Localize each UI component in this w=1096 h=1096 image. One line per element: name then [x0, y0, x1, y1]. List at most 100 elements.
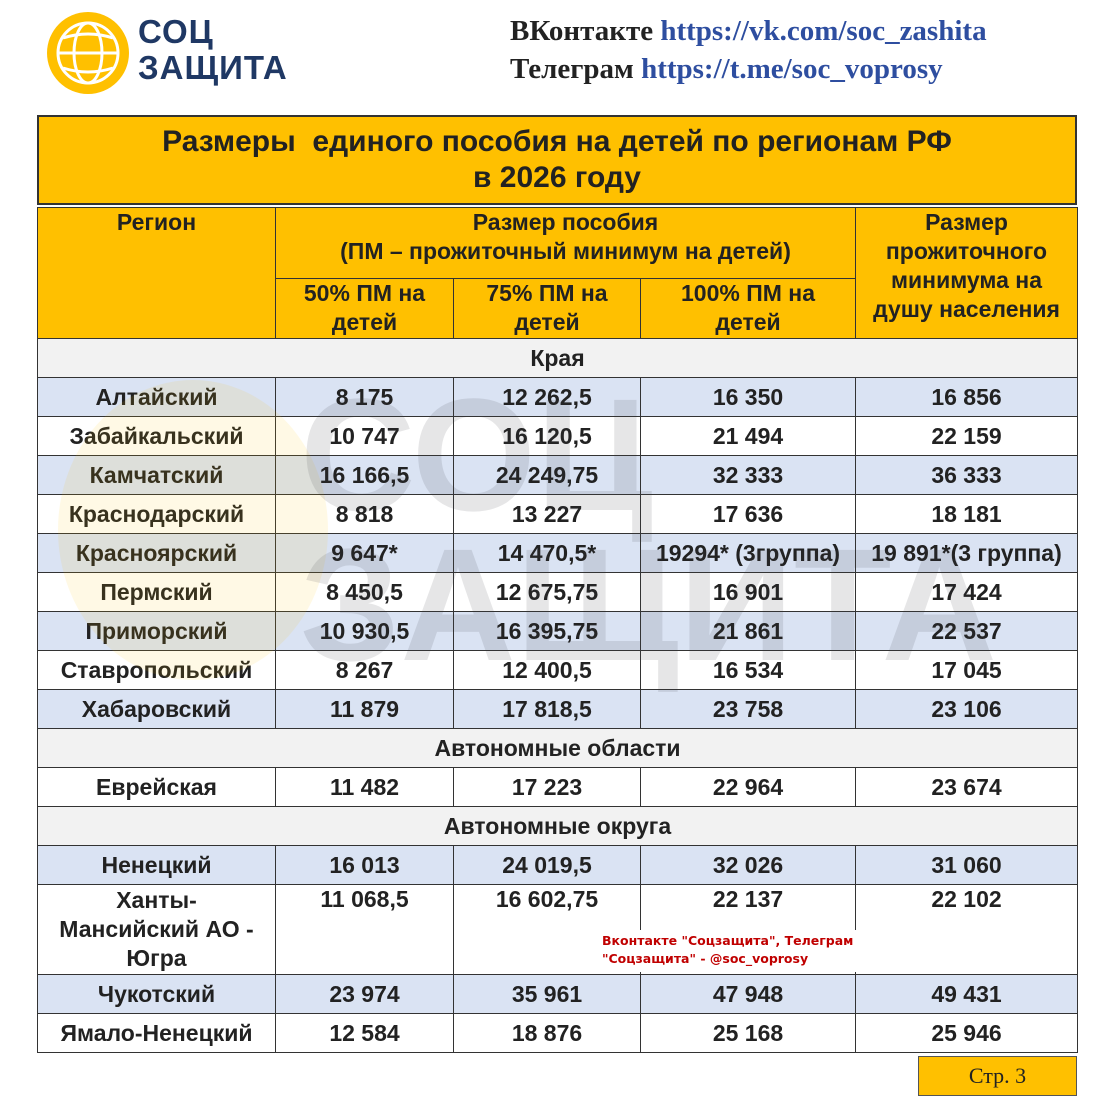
value-cell: 25 168 [639, 1013, 857, 1053]
region-cell: Алтайский [37, 377, 276, 417]
data-row: Краснодарский 8 818 13 227 17 636 18 181 [37, 494, 1079, 534]
value-cell: 8 267 [275, 650, 454, 690]
region-cell: Ставропольский [37, 650, 276, 690]
data-row: Пермский 8 450,5 12 675,75 16 901 17 424 [37, 572, 1079, 612]
header-cell: Регион [37, 207, 276, 339]
region-cell: Хабаровский [37, 689, 276, 729]
data-row: Еврейская 11 482 17 223 22 964 23 674 [37, 767, 1079, 807]
header-cell: Размер прожиточного минимума на душу нас… [855, 207, 1079, 339]
value-cell: 13 227 [453, 494, 641, 534]
value-cell: 24 019,5 [453, 845, 641, 885]
logo-icon [47, 12, 129, 94]
value-cell: 11 068,5 [275, 884, 454, 975]
value-cell: 17 045 [855, 650, 1079, 690]
value-cell: 17 223 [453, 767, 641, 807]
region-cell: Ненецкий [37, 845, 276, 885]
title-line: Размеры единого пособия на детей по реги… [162, 125, 952, 158]
link-url[interactable]: https://vk.com/soc_zashita [660, 15, 987, 47]
value-cell: 25 946 [855, 1013, 1079, 1053]
social-links: ВКонтакте https://vk.com/soc_zashita Тел… [510, 12, 987, 88]
value-cell: 21 861 [639, 611, 857, 651]
value-cell: 22 159 [855, 416, 1079, 456]
title-box: Размеры единого пособия на детей по реги… [37, 115, 1077, 205]
stamp-line: "Соцзащита" - @soc_voprosy [602, 951, 809, 966]
data-row: Ямало-Ненецкий 12 584 18 876 25 168 25 946 [37, 1013, 1079, 1053]
value-cell: 14 470,5* [453, 533, 641, 573]
data-row: Камчатский 16 166,5 24 249,75 32 333 36 333 [37, 455, 1079, 495]
value-cell: 10 747 [275, 416, 454, 456]
section-name: Автономные области [36, 728, 1079, 768]
data-row: Алтайский 8 175 12 262,5 16 350 16 856 [37, 377, 1079, 417]
region-cell: Красноярский [37, 533, 276, 573]
region-cell: Камчатский [37, 455, 276, 495]
link-url[interactable]: https://t.me/soc_voprosy [641, 53, 943, 85]
value-cell: 12 584 [275, 1013, 454, 1053]
value-cell: 49 431 [855, 974, 1079, 1014]
region-cell: Пермский [37, 572, 276, 612]
logo-line: СОЦ [138, 13, 214, 50]
section-name: Края [36, 338, 1079, 378]
data-row: Ненецкий 16 013 24 019,5 32 026 31 060 [37, 845, 1079, 885]
logo-text: СОЦ ЗАЩИТА [138, 14, 288, 86]
value-cell: 23 758 [639, 689, 857, 729]
header-cell: Размер пособия (ПМ – прожиточный минимум … [274, 207, 857, 279]
stamp-line: Вконтакте "Соцзащита", Телеграм [602, 933, 854, 948]
value-cell: 16 395,75 [453, 611, 641, 651]
value-cell: 21 494 [639, 416, 857, 456]
section-row: Края [36, 338, 1079, 378]
value-cell: 19 891*(3 группа) [855, 533, 1079, 573]
value-cell: 17 424 [855, 572, 1079, 612]
value-cell: 11 482 [275, 767, 454, 807]
value-cell: 32 026 [639, 845, 857, 885]
region-cell: Еврейская [37, 767, 276, 807]
link-row: ВКонтакте https://vk.com/soc_zashita [510, 12, 987, 50]
value-cell: 36 333 [855, 455, 1079, 495]
value-cell: 16 166,5 [275, 455, 454, 495]
value-cell: 16 534 [639, 650, 857, 690]
link-row: Телеграм https://t.me/soc_voprosy [510, 50, 987, 88]
value-cell: 16 120,5 [453, 416, 641, 456]
region-cell: Приморский [37, 611, 276, 651]
value-cell: 32 333 [639, 455, 857, 495]
value-cell: 18 876 [453, 1013, 641, 1053]
link-label: Телеграм [510, 53, 634, 85]
value-cell: 16 350 [639, 377, 857, 417]
data-row: Ставропольский 8 267 12 400,5 16 534 17 045 [37, 650, 1079, 690]
data-row: Забайкальский 10 747 16 120,5 21 494 22 159 [37, 416, 1079, 456]
benefit-table: Регион Размер пособия (ПМ – прожиточный м… [36, 207, 1079, 1053]
stamp: Вконтакте "Соцзащита", Телеграм "Соцзащи… [598, 930, 858, 972]
value-cell: 23 106 [855, 689, 1079, 729]
data-row: Хабаровский 11 879 17 818,5 23 758 23 106 [37, 689, 1079, 729]
logo-line: ЗАЩИТА [138, 49, 288, 86]
data-row: Ханты-Мансийский АО - Югра 11 068,5 16 602… [37, 884, 1079, 975]
region-cell: Чукотский [37, 974, 276, 1014]
data-row: Красноярский 9 647* 14 470,5* 19294* (3груп… [37, 533, 1079, 573]
region-cell: Ханты-Мансийский АО - Югра [37, 884, 276, 975]
section-row: Автономные округа [36, 806, 1079, 846]
value-cell: 12 400,5 [453, 650, 641, 690]
value-cell: 8 450,5 [275, 572, 454, 612]
header-cell: 50% ПМ на детей [275, 278, 454, 339]
header-note: (ПМ – прожиточный минимум на детей) [340, 238, 791, 264]
page-number: Стр. 3 [918, 1056, 1077, 1096]
region-cell: Краснодарский [37, 494, 276, 534]
value-cell: 22 964 [639, 767, 857, 807]
value-cell: 18 181 [855, 494, 1079, 534]
value-cell: 35 961 [453, 974, 641, 1014]
value-cell: 16 013 [275, 845, 454, 885]
value-cell: 31 060 [855, 845, 1079, 885]
value-cell: 23 674 [855, 767, 1079, 807]
link-label: ВКонтакте [510, 15, 654, 47]
header-cell: 100% ПМ на детей [639, 278, 857, 339]
value-cell: 17 636 [639, 494, 857, 534]
value-cell: 16 856 [855, 377, 1079, 417]
value-cell: 9 647* [275, 533, 454, 573]
value-cell: 22 102 [855, 884, 1079, 975]
value-cell: 10 930,5 [275, 611, 454, 651]
value-cell: 11 879 [275, 689, 454, 729]
value-cell: 8 818 [275, 494, 454, 534]
data-row: Приморский 10 930,5 16 395,75 21 861 22 537 [37, 611, 1079, 651]
value-cell: 24 249,75 [453, 455, 641, 495]
value-cell: 47 948 [639, 974, 857, 1014]
value-cell: 16 901 [639, 572, 857, 612]
